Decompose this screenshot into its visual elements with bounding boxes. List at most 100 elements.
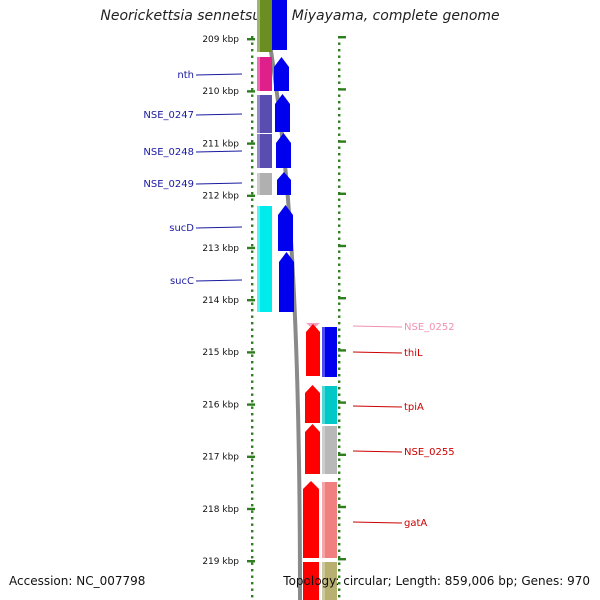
tick-dot	[338, 536, 341, 539]
gene-label-nse_0252: NSE_0252	[404, 322, 455, 333]
scale-label: 216 kbp	[202, 400, 239, 410]
tick-dot	[338, 55, 341, 58]
leader-line	[195, 73, 243, 76]
right-tick-column	[338, 36, 341, 598]
tick-dot	[251, 484, 254, 487]
tick-dot	[251, 380, 254, 383]
tick-dot	[251, 172, 254, 175]
cds-arrow-nse0249	[277, 172, 291, 195]
tick-dot	[338, 237, 341, 240]
tick-dot	[338, 250, 341, 253]
tick-dot	[251, 361, 254, 364]
scale-label: 210 kbp	[202, 87, 239, 97]
gene-label-sucd: sucD	[169, 223, 194, 234]
tick-dot	[338, 179, 341, 182]
scale-label: 214 kbp	[202, 296, 239, 306]
tick-dot	[338, 231, 341, 234]
gene-box-olive	[257, 0, 272, 52]
tick-dot	[251, 367, 254, 370]
cds-arrow-nth	[274, 57, 289, 91]
tick-dot	[251, 192, 254, 195]
major-tick	[338, 505, 346, 509]
leader-line	[352, 405, 403, 408]
major-tick	[338, 88, 346, 91]
cds-arrow-tpia	[305, 385, 320, 423]
major-tick	[247, 299, 255, 302]
tick-dot	[338, 211, 341, 214]
left-tick-column	[251, 36, 254, 598]
tick-dot	[338, 367, 341, 370]
major-tick	[247, 246, 255, 250]
gene-label-tpia: tpiA	[404, 402, 424, 413]
tick-dot	[251, 107, 254, 110]
tick-dot	[251, 328, 254, 331]
tick-dot	[251, 491, 254, 494]
major-tick	[247, 142, 255, 145]
tick-dot	[251, 283, 254, 286]
leader-line	[352, 521, 403, 524]
tick-dot	[251, 387, 254, 390]
box-highlight	[322, 482, 325, 558]
tick-dot	[338, 205, 341, 208]
major-tick	[247, 38, 255, 41]
tick-dot	[338, 549, 341, 552]
tick-dot	[338, 374, 341, 377]
leader-line	[352, 351, 403, 354]
gene-box-nse0249	[257, 173, 272, 195]
tick-dot	[251, 153, 254, 156]
tick-dot	[338, 120, 341, 123]
tick-dot	[251, 510, 254, 513]
tick-dot	[338, 380, 341, 383]
tick-dot	[338, 218, 341, 221]
tick-dot	[338, 94, 341, 97]
major-tick	[338, 192, 346, 195]
tick-dot	[338, 62, 341, 65]
tick-dot	[338, 354, 341, 357]
tick-dot	[251, 250, 254, 253]
tick-dot	[251, 582, 254, 585]
gene-box-suc	[257, 206, 272, 312]
tick-dot	[338, 153, 341, 156]
tick-dot	[338, 517, 341, 520]
tick-dot	[338, 361, 341, 364]
tick-dot	[251, 575, 254, 578]
leader-line	[195, 182, 243, 185]
tick-dot	[251, 562, 254, 565]
tick-dot	[251, 205, 254, 208]
tick-dot	[338, 309, 341, 312]
tick-dot	[338, 562, 341, 565]
scale-label: 218 kbp	[202, 505, 239, 515]
gene-label-nse_0247: NSE_0247	[143, 110, 194, 121]
tick-dot	[338, 146, 341, 149]
tick-dot	[338, 127, 341, 130]
tick-dot	[251, 94, 254, 97]
tick-dot	[251, 419, 254, 422]
gene-label-nse_0248: NSE_0248	[143, 147, 194, 158]
tick-dot	[338, 543, 341, 546]
leader-line	[195, 150, 243, 153]
major-tick	[247, 90, 255, 93]
tick-dot	[338, 504, 341, 507]
scale-label: 219 kbp	[202, 557, 239, 567]
tick-dot	[338, 471, 341, 474]
left-gene-boxes	[257, 0, 272, 312]
box-highlight	[257, 206, 260, 312]
tick-dot	[338, 341, 341, 344]
tick-dot	[338, 497, 341, 500]
scale-label: 215 kbp	[202, 348, 239, 358]
box-highlight	[257, 57, 260, 91]
leader-line	[352, 325, 403, 328]
tick-dot	[251, 452, 254, 455]
major-tick	[247, 351, 255, 354]
right-gene-boxes	[322, 327, 337, 600]
genome-summary-text: Topology: circular; Length: 859,006 bp; …	[283, 574, 590, 588]
tick-dot	[251, 36, 254, 39]
tick-dot	[251, 185, 254, 188]
tick-dot	[251, 263, 254, 266]
cds-arrow-gata	[303, 481, 319, 558]
tick-dot	[338, 588, 341, 591]
gene-label-succ: sucC	[170, 276, 194, 287]
left-cds-arrows	[272, 0, 294, 312]
tick-dot	[338, 107, 341, 110]
